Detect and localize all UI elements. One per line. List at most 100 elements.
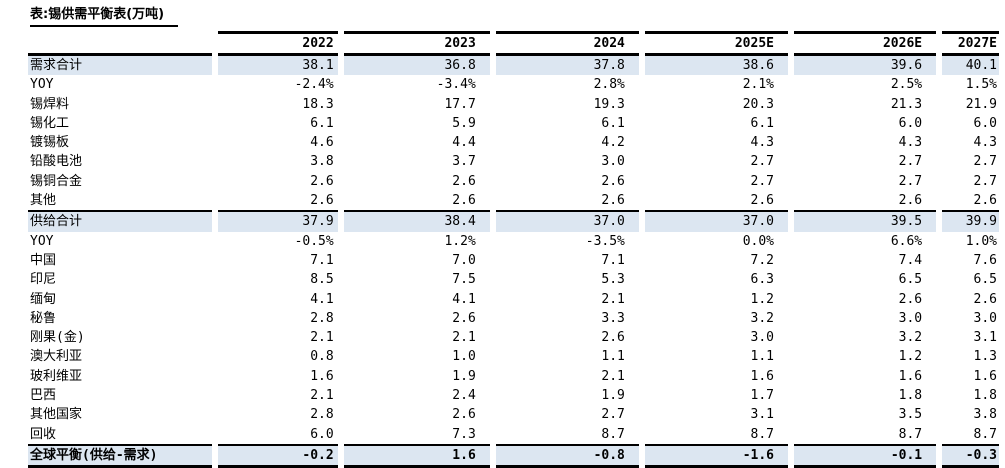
table-row: YOY -2.4% -3.4% 2.8% 2.1% 2.5% 1.5%: [28, 75, 999, 94]
cell-value: 39.5: [794, 210, 937, 232]
header-row: 2022 2023 2024 2025E 2026E 2027E: [28, 31, 999, 56]
cell-value: 1.2%: [444, 233, 476, 249]
row-label: 铅酸电池: [30, 154, 83, 170]
cell-value: 2.7: [750, 154, 774, 170]
row-label: 供给合计: [28, 210, 213, 232]
table-body: 需求合计 38.1 36.8 37.8 38.6 39.6 40.1 YOY -2.4% -3.4…: [28, 56, 999, 468]
cell-value: 7.1: [601, 252, 625, 268]
table-row: 其他国家 2.8 2.6 2.7 3.1 3.5 3.8: [28, 405, 999, 424]
cell-value: 5.9: [452, 115, 476, 131]
cell-value: 3.2: [750, 310, 774, 326]
cell-value: 6.3: [750, 272, 774, 288]
table-title: 表:锡供需平衡表(万吨): [30, 7, 179, 27]
cell-value: 3.5: [898, 407, 923, 423]
row-label: 印尼: [30, 272, 57, 288]
table-row: 印尼 8.5 7.5 5.3 6.3 6.5 6.5: [28, 270, 999, 289]
cell-value: 2.8%: [593, 77, 625, 93]
row-label: 中国: [30, 252, 57, 268]
table-row: YOY -0.5% 1.2% -3.5% 0.0% 6.6% 1.0%: [28, 232, 999, 251]
cell-value: -3.5%: [585, 233, 625, 249]
cell-value: -0.3: [942, 443, 999, 468]
cell-value: 4.1: [310, 291, 334, 307]
table-row: 锡化工 6.1 5.9 6.1 6.1 6.0 6.0: [28, 114, 999, 133]
table-row: 需求合计 38.1 36.8 37.8 38.6 39.6 40.1: [28, 56, 999, 76]
cell-value: 1.0%: [965, 233, 997, 249]
column-header-2026E: 2026E: [794, 31, 937, 56]
cell-value: 2.7: [601, 407, 625, 423]
cell-value: 2.1: [601, 291, 625, 307]
cell-value: 1.9: [601, 388, 625, 404]
cell-value: 3.0: [601, 154, 625, 170]
cell-value: 4.6: [310, 135, 334, 151]
cell-value: 2.6: [601, 193, 625, 209]
cell-value: 8.7: [898, 426, 923, 442]
cell-value: 1.6: [973, 368, 997, 384]
row-label: 缅甸: [30, 291, 57, 307]
cell-value: 3.8: [310, 154, 334, 170]
cell-value: -0.8: [495, 443, 639, 468]
cell-value: 2.4: [452, 388, 476, 404]
cell-value: 4.4: [452, 135, 476, 151]
row-label: 巴西: [30, 388, 57, 404]
table-row: 锡铜合金 2.6 2.6 2.6 2.7 2.7 2.7: [28, 172, 999, 191]
cell-value: 3.0: [973, 310, 997, 326]
cell-value: 2.7: [898, 154, 923, 170]
cell-value: 6.1: [750, 115, 774, 131]
cell-value: 1.6: [343, 443, 490, 468]
table-row: 其他 2.6 2.6 2.6 2.6 2.6 2.6: [28, 191, 999, 210]
cell-value: 6.1: [310, 115, 334, 131]
cell-value: 7.4: [898, 252, 923, 268]
cell-value: 4.2: [601, 135, 625, 151]
column-header-2023: 2023: [343, 31, 490, 56]
row-label: 澳大利亚: [30, 349, 83, 365]
cell-value: 7.5: [452, 272, 476, 288]
row-label: 锡铜合金: [30, 173, 83, 189]
column-header-2025E: 2025E: [644, 31, 788, 56]
cell-value: 2.6: [452, 407, 476, 423]
cell-value: 2.6: [452, 193, 476, 209]
cell-value: 2.8: [310, 310, 334, 326]
cell-value: 8.7: [750, 426, 774, 442]
cell-value: 21.3: [890, 96, 923, 112]
cell-value: 2.1: [601, 368, 625, 384]
cell-value: 1.6: [750, 368, 774, 384]
cell-value: 1.1: [750, 349, 774, 365]
row-label: 刚果(金): [30, 330, 85, 346]
cell-value: 37.0: [644, 210, 788, 232]
cell-value: 1.6: [898, 368, 923, 384]
table-row: 刚果(金) 2.1 2.1 2.6 3.0 3.2 3.1: [28, 328, 999, 347]
cell-value: 6.0: [973, 115, 997, 131]
cell-value: 6.5: [898, 272, 923, 288]
cell-value: 3.1: [750, 407, 774, 423]
cell-value: 2.6: [898, 193, 923, 209]
column-header-label: [28, 31, 213, 56]
cell-value: 4.1: [452, 291, 476, 307]
cell-value: 36.8: [343, 56, 490, 76]
cell-value: 2.6: [898, 291, 923, 307]
cell-value: 2.7: [973, 154, 997, 170]
cell-value: 6.6%: [890, 233, 923, 249]
cell-value: 1.8: [898, 388, 923, 404]
cell-value: 2.7: [973, 173, 997, 189]
cell-value: 7.1: [310, 252, 334, 268]
cell-value: 6.1: [601, 115, 625, 131]
cell-value: 2.6: [750, 193, 774, 209]
column-header-2027E: 2027E: [942, 31, 999, 56]
row-label: YOY: [30, 233, 54, 249]
cell-value: 2.1: [452, 330, 476, 346]
cell-value: 8.5: [310, 272, 334, 288]
cell-value: 38.4: [343, 210, 490, 232]
row-label: 其他国家: [30, 407, 83, 423]
cell-value: 1.2: [750, 291, 774, 307]
cell-value: 2.7: [898, 173, 923, 189]
row-label: 锡化工: [30, 115, 70, 131]
tin-supply-demand-table: 2022 2023 2024 2025E 2026E 2027E 需求合计 38.1 36.8…: [22, 31, 1005, 468]
cell-value: 3.8: [973, 407, 997, 423]
row-label: 镀锡板: [30, 135, 70, 151]
cell-value: 2.1: [310, 330, 334, 346]
cell-value: 2.6: [452, 173, 476, 189]
cell-value: 4.3: [973, 135, 997, 151]
row-label: 其他: [30, 193, 57, 209]
cell-value: 3.0: [898, 310, 923, 326]
